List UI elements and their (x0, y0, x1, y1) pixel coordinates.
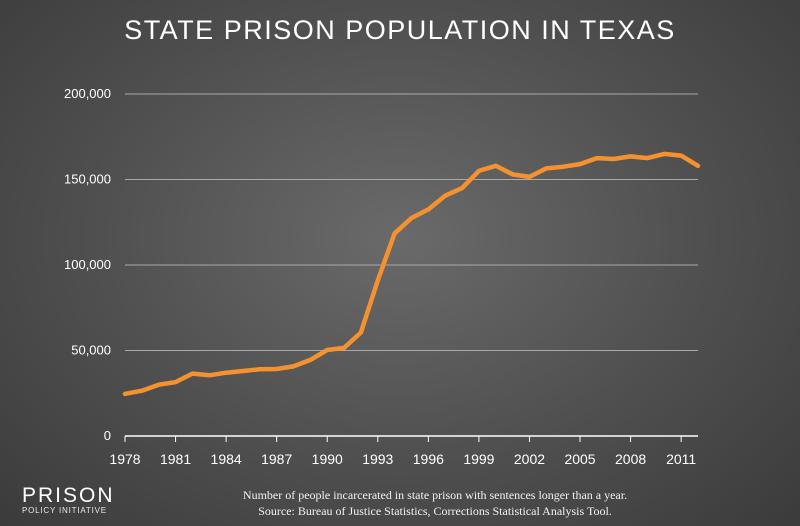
series-layer (122, 151, 701, 397)
logo-line2: POLICY INITIATIVE (22, 506, 107, 515)
x-tick-label: 1999 (463, 451, 494, 467)
x-tick-label: 1990 (312, 451, 343, 467)
y-axis-ticks: 0 50,000 100,000 150,000 200,000 (64, 86, 111, 443)
footnote-description: Number of people incarcerated in state p… (242, 488, 628, 502)
x-tick-label: 1996 (413, 451, 444, 467)
chart-title: STATE PRISON POPULATION IN TEXAS (124, 15, 676, 45)
x-tick-label: 2005 (564, 451, 595, 467)
x-tick-label: 2002 (514, 451, 545, 467)
x-tick-label: 2008 (615, 451, 646, 467)
y-tick-label: 100,000 (64, 257, 111, 272)
y-tick-label: 200,000 (64, 86, 111, 101)
logo-line1: PRISON (22, 484, 115, 507)
gridlines (125, 93, 698, 437)
series-line (122, 151, 701, 397)
x-tick-label: 1978 (109, 451, 140, 467)
x-tick-label: 1981 (160, 451, 191, 467)
x-axis-ticks: 1978 1981 1984 1987 1990 1993 1996 1999 2002 2005… (109, 436, 696, 467)
y-tick-label: 0 (104, 428, 111, 443)
x-tick-label: 2011 (666, 451, 696, 467)
footnote: Number of people incarcerated in state p… (180, 487, 690, 519)
x-tick-label: 1993 (362, 451, 393, 467)
x-tick-label: 1984 (211, 451, 242, 467)
footnote-source: Source: Bureau of Justice Statistics, Co… (258, 504, 612, 518)
y-tick-label: 50,000 (71, 343, 111, 358)
prison-policy-initiative-logo: PRISON POLICY INITIATIVE (22, 485, 115, 515)
line-chart: 0 50,000 100,000 150,000 200,000 1978 1981 198… (64, 86, 701, 467)
y-tick-label: 150,000 (64, 172, 111, 187)
x-tick-label: 1987 (261, 451, 292, 467)
